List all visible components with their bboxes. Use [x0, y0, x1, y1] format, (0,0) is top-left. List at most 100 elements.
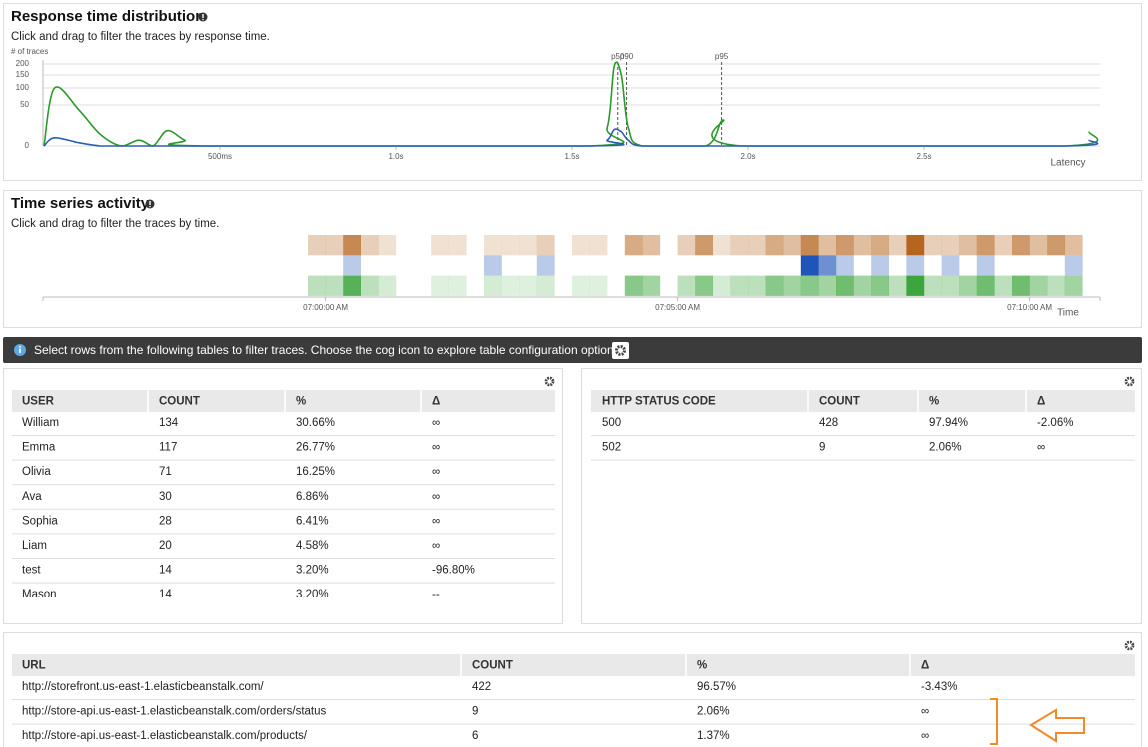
heat-cell: [1029, 275, 1048, 296]
table-cell: William: [22, 417, 59, 429]
table-cell: 1.37%: [697, 730, 730, 742]
heat-cell: [906, 255, 925, 276]
heat-cell: [765, 275, 784, 296]
table-header: [591, 390, 1135, 412]
table-cell: 6.86%: [296, 491, 329, 503]
table-cell: -3.43%: [921, 681, 957, 693]
table-cell: ∞: [432, 515, 440, 527]
info-text: Select rows from the following tables to…: [34, 343, 623, 357]
column-header: Δ: [1037, 396, 1045, 408]
heat-cell: [308, 275, 326, 296]
table-row[interactable]: Olivia 71 16.25% ∞: [12, 466, 555, 486]
heat-cell: [941, 235, 960, 256]
heat-cell: [994, 275, 1013, 296]
heat-cell: [994, 235, 1013, 256]
table-cell: 30: [159, 491, 172, 503]
heat-cell: [853, 235, 872, 256]
heat-cell: [818, 235, 837, 256]
heat-cell: [360, 235, 379, 256]
y-tick-label: 200: [16, 59, 30, 68]
heat-cell: [800, 255, 819, 276]
heat-cell: [712, 275, 731, 296]
x-axis-label: Latency: [1050, 158, 1085, 169]
table-cell: -96.80%: [432, 565, 475, 577]
heat-cell: [1047, 275, 1065, 296]
help-icon[interactable]: [198, 12, 208, 22]
table-row[interactable]: http://store-api.us-east-1.elasticbeanst…: [12, 706, 1135, 725]
heat-cell: [677, 275, 696, 296]
table: HTTP STATUS CODE COUNT% Δ 500 428 97.94% -2.06…: [591, 390, 1135, 461]
heat-cell: [888, 235, 907, 256]
table-cell: 97.94%: [929, 417, 968, 429]
annotation-bracket: [990, 698, 998, 745]
heat-cell: [624, 235, 643, 256]
heat-cell: [1064, 275, 1083, 296]
charts: # of traces 0 50 100 150 200 500ms 1.0s 1.5s 2.0s…: [11, 47, 1101, 319]
table: USER COUNT% Δ William 134 30.66% ∞ Emma 117 26.77…: [12, 390, 555, 607]
heat-cell: [924, 235, 942, 256]
cog-icon[interactable]: [1124, 640, 1135, 651]
heat-cell: [378, 275, 397, 296]
table-row[interactable]: http://storefront.us-east-1.elasticbeans…: [12, 681, 1135, 700]
table-cell: 4.58%: [296, 540, 329, 552]
heat-cell: [783, 235, 801, 256]
table-cell: 30.66%: [296, 417, 335, 429]
heat-cell: [941, 255, 960, 276]
heat-cell: [765, 235, 784, 256]
table-row[interactable]: William 134 30.66% ∞: [12, 417, 555, 436]
y-axis-label: # of traces: [11, 47, 48, 56]
table-cell: Olivia: [22, 466, 51, 478]
cog-button[interactable]: [612, 342, 629, 359]
table-cell: 502: [602, 442, 621, 454]
table-row[interactable]: Ava 30 6.86% ∞: [12, 491, 555, 510]
heat-cell: [730, 275, 749, 296]
column-header: COUNT: [159, 396, 200, 408]
heat-cell: [871, 275, 889, 296]
table-cell: 16.25%: [296, 466, 335, 478]
x-tick-label: 07:05:00 AM: [655, 303, 700, 312]
heat-cell: [484, 255, 502, 276]
heat-cell: [1064, 255, 1083, 276]
table-row[interactable]: Mason 14 3.20% --: [12, 589, 555, 607]
table-row[interactable]: 502 9 2.06% ∞: [591, 442, 1135, 461]
table-cell: ∞: [432, 442, 440, 454]
table-row[interactable]: test 14 3.20% -96.80%: [12, 565, 555, 584]
heat-cell: [924, 275, 942, 296]
column-header: Δ: [432, 396, 440, 408]
table-row[interactable]: Emma 117 26.77% ∞: [12, 442, 555, 461]
table-cell: -2.06%: [1037, 417, 1073, 429]
panel-title: Time series activity: [11, 195, 150, 212]
table-cell: ∞: [921, 730, 929, 742]
table-row[interactable]: Sophia 28 6.41% ∞: [12, 515, 555, 535]
table-cell: http://store-api.us-east-1.elasticbeanst…: [22, 730, 308, 742]
percentile-label: p95: [715, 52, 729, 61]
heat-cell: [818, 275, 837, 296]
series-line: [43, 128, 1099, 147]
help-icon[interactable]: [145, 199, 155, 209]
table-cell: 6: [472, 730, 478, 742]
table-header: [12, 390, 555, 412]
heat-cell: [748, 235, 766, 256]
cog-icon[interactable]: [544, 376, 555, 387]
table-cell: 26.77%: [296, 442, 335, 454]
heat-cell: [642, 235, 661, 256]
heat-cell: [976, 255, 995, 276]
heat-cell: [677, 235, 696, 256]
panel: [3, 632, 1142, 747]
heat-cell: [378, 235, 397, 256]
column-header: %: [296, 396, 306, 408]
heat-cell: [325, 235, 344, 256]
column-header: COUNT: [819, 396, 860, 408]
table-cell: 117: [159, 442, 177, 454]
heat-cell: [572, 235, 590, 256]
heat-cell: [484, 235, 502, 256]
heat-cell: [572, 275, 590, 296]
panel-subtitle: Click and drag to filter the traces by t…: [11, 218, 219, 230]
heat-cell: [343, 275, 361, 296]
table-row[interactable]: 500 428 97.94% -2.06%: [591, 417, 1135, 436]
table-row[interactable]: Liam 20 4.58% ∞: [12, 540, 555, 559]
column-header: %: [697, 660, 707, 672]
table-row[interactable]: http://store-api.us-east-1.elasticbeanst…: [12, 730, 1135, 747]
cog-icon[interactable]: [1124, 376, 1135, 387]
